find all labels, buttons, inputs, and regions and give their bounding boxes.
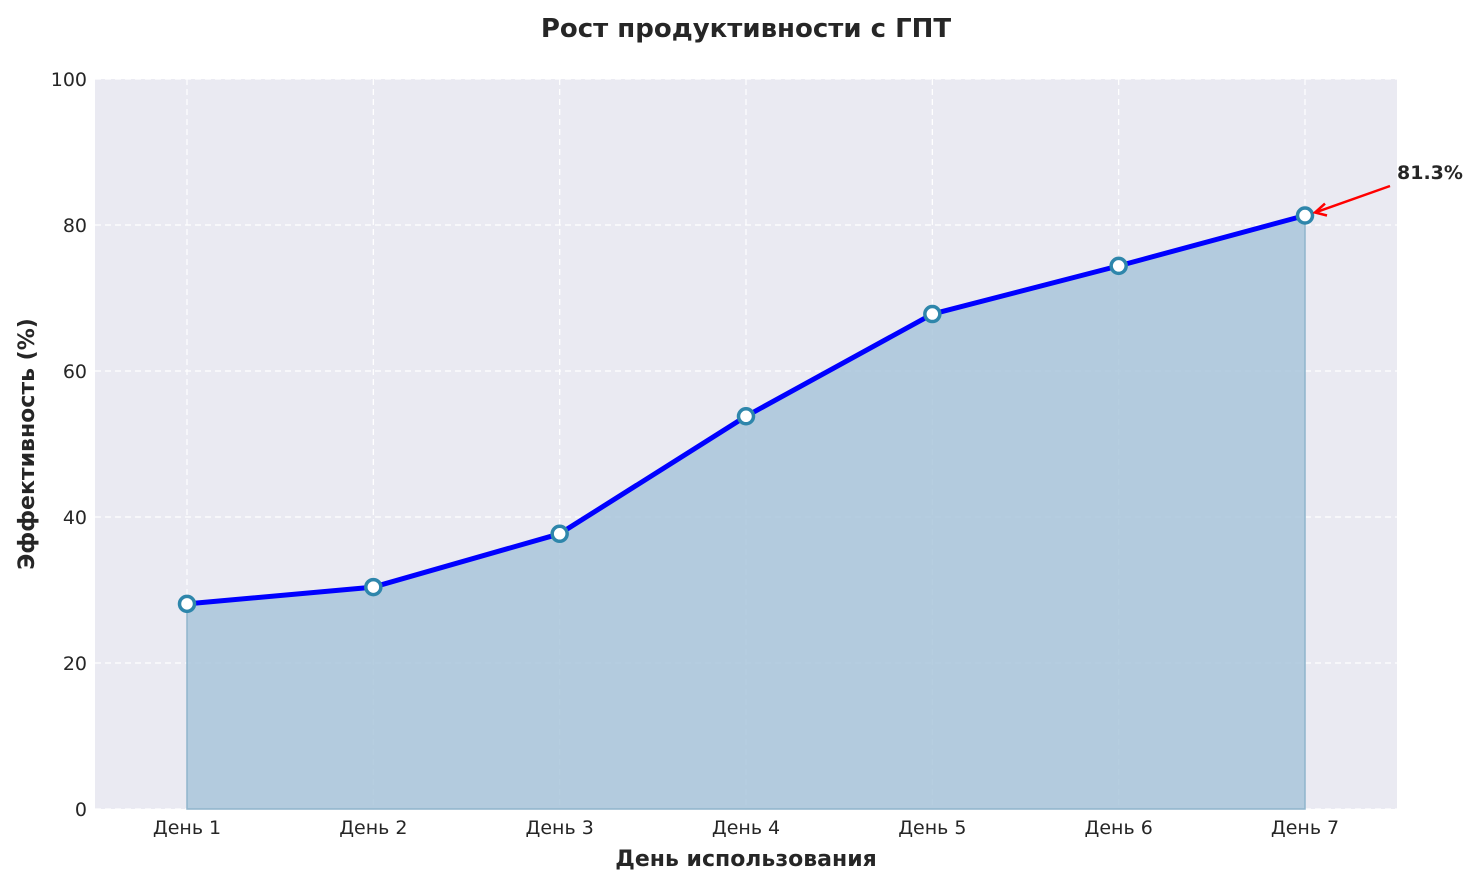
chart-title: Рост продуктивности с ГПТ [541,14,952,44]
annotation-label: 81.3% [1397,162,1463,184]
x-tick-label: День 5 [898,817,966,839]
y-tick-label: 0 [75,799,87,821]
y-tick-label: 80 [63,215,87,237]
x-tick-label: День 6 [1085,817,1153,839]
y-tick-label: 100 [51,69,87,91]
x-tick-label: День 2 [339,817,407,839]
data-point [364,577,383,597]
data-point [923,304,942,324]
x-tick-label: День 7 [1271,817,1339,839]
y-tick-label: 60 [63,361,87,383]
x-tick-label: День 4 [712,817,780,839]
x-tick-label: День 1 [153,817,221,839]
annotation-arrowhead [1312,202,1328,217]
data-point [1109,256,1128,276]
data-point [177,594,197,614]
data-point [550,524,569,544]
x-tick-label: День 3 [526,817,594,839]
data-point [736,407,756,426]
data-point [1295,206,1315,225]
y-tick-label: 40 [63,507,87,529]
annotation-arrow [1314,184,1391,214]
x-axis-label: День использования [615,847,877,872]
y-axis-label: Эффективность (%) [15,318,40,570]
y-tick-label: 20 [63,653,87,675]
